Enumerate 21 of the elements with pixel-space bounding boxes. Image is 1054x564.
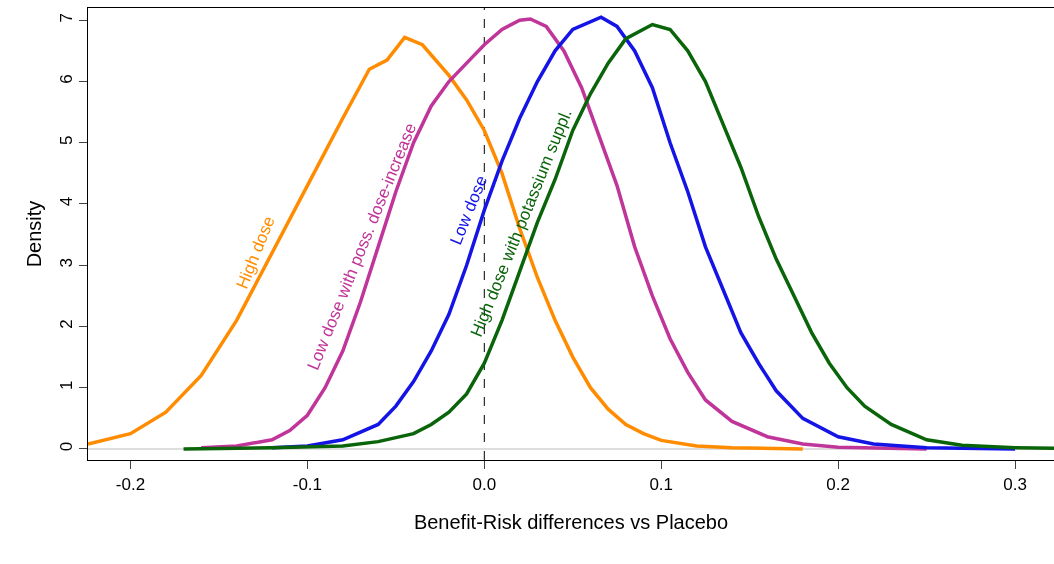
line-series bbox=[88, 35, 805, 451]
y-tick-label: 1 bbox=[57, 380, 76, 390]
line-series bbox=[181, 22, 1054, 451]
y-tick-label: 7 bbox=[57, 12, 76, 23]
text: High dose bbox=[232, 213, 279, 292]
x-tick-label: 0.3 bbox=[1003, 474, 1027, 494]
x-axis-title: Benefit-Risk differences vs Placebo bbox=[413, 511, 729, 533]
y-tick-label: 2 bbox=[57, 319, 76, 329]
text: Low dose bbox=[446, 172, 492, 248]
x-tick-label: 0.2 bbox=[826, 474, 850, 494]
y-axis-title: Density bbox=[22, 200, 45, 268]
y-tick-label: 4 bbox=[57, 196, 76, 207]
y-tick-label: 6 bbox=[57, 74, 76, 84]
y-tick-label: 3 bbox=[57, 257, 76, 268]
x-tick-label: -0.1 bbox=[292, 474, 323, 494]
y-tick-label: 0 bbox=[57, 441, 76, 452]
y-tick-label: 5 bbox=[57, 135, 76, 145]
line-series bbox=[199, 17, 929, 451]
x-tick-label: -0.2 bbox=[115, 474, 146, 494]
x-tick-label: 0.1 bbox=[649, 474, 674, 494]
x-tick-label: 0.0 bbox=[472, 474, 497, 494]
